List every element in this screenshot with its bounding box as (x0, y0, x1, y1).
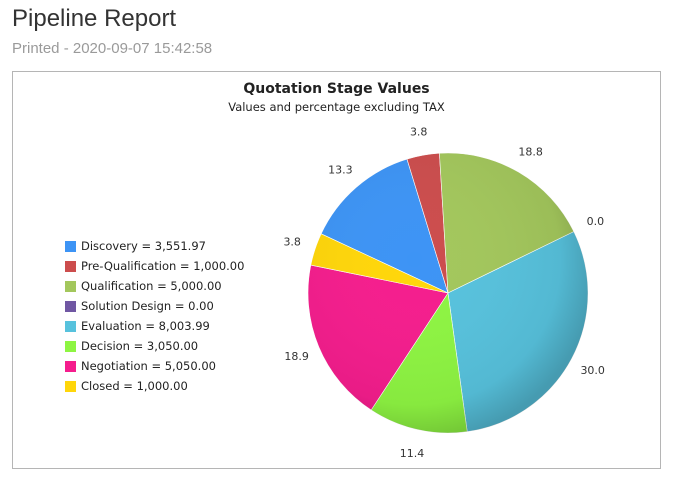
legend-label: Discovery = 3,551.97 (81, 239, 206, 253)
legend-item[interactable]: Pre-Qualification = 1,000.00 (65, 256, 244, 276)
chart-subtitle: Values and percentage excluding TAX (228, 100, 445, 114)
slice-percent-label: 30.0 (580, 364, 605, 377)
page-title: Pipeline Report (12, 5, 177, 32)
legend-swatch (65, 240, 76, 252)
slice-percent-label: 18.9 (284, 350, 309, 363)
slice-percent-label: 18.8 (518, 145, 543, 158)
legend-swatch (65, 340, 76, 352)
slice-percent-label: 0.0 (587, 215, 605, 228)
legend-label: Pre-Qualification = 1,000.00 (81, 259, 245, 273)
legend-item[interactable]: Closed = 1,000.00 (65, 376, 244, 396)
legend-label: Solution Design = 0.00 (81, 299, 214, 313)
legend-label: Negotiation = 5,050.00 (81, 359, 216, 373)
printed-timestamp: Printed - 2020-09-07 15:42:58 (12, 40, 213, 57)
legend-item[interactable]: Evaluation = 8,003.99 (65, 316, 244, 336)
chart-title: Quotation Stage Values (243, 81, 430, 97)
slice-percent-label: 11.4 (400, 447, 425, 460)
legend-swatch (65, 300, 76, 312)
legend-item[interactable]: Qualification = 5,000.00 (65, 276, 244, 296)
legend-label: Closed = 1,000.00 (81, 379, 188, 393)
chart-container: Quotation Stage Values Values and percen… (12, 71, 661, 469)
legend-swatch (65, 280, 76, 292)
legend-swatch (65, 380, 76, 392)
legend-swatch (65, 260, 76, 272)
chart-legend: Discovery = 3,551.97 Pre-Qualification = … (65, 236, 244, 396)
legend-swatch (65, 320, 76, 332)
legend-item[interactable]: Negotiation = 5,050.00 (65, 356, 244, 376)
slice-percent-label: 3.8 (283, 236, 301, 249)
legend-item[interactable]: Solution Design = 0.00 (65, 296, 244, 316)
legend-swatch (65, 360, 76, 372)
legend-label: Evaluation = 8,003.99 (81, 319, 210, 333)
legend-item[interactable]: Decision = 3,050.00 (65, 336, 244, 356)
legend-label: Qualification = 5,000.00 (81, 279, 222, 293)
legend-label: Decision = 3,050.00 (81, 339, 199, 353)
slice-percent-label: 13.3 (328, 163, 353, 176)
slice-percent-label: 3.8 (410, 126, 428, 139)
pie-chart: 13.3 3.8 18.8 0.0 30.0 11.4 18.9 3.8 (283, 126, 605, 460)
legend-item[interactable]: Discovery = 3,551.97 (65, 236, 244, 256)
